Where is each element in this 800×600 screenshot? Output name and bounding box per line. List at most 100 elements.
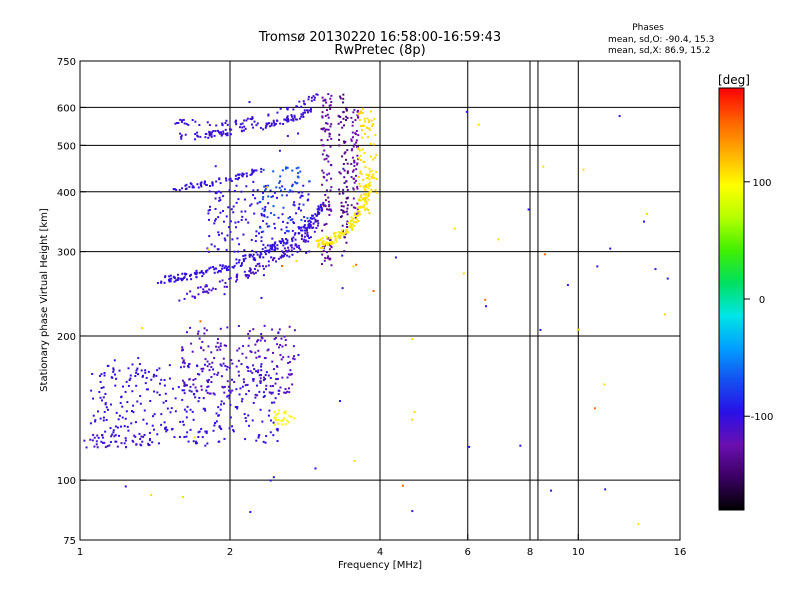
data-point: [195, 273, 198, 276]
data-point: [666, 277, 669, 280]
data-point: [91, 372, 94, 375]
data-point: [295, 259, 298, 262]
data-point: [304, 111, 307, 114]
data-point: [147, 442, 150, 445]
data-point: [367, 182, 370, 185]
data-point: [174, 397, 177, 400]
data-point: [290, 249, 293, 252]
data-point: [362, 205, 365, 208]
data-point: [224, 239, 227, 242]
data-point: [286, 419, 289, 422]
data-point: [361, 111, 364, 114]
data-point: [241, 352, 244, 355]
data-point: [192, 186, 195, 189]
data-point: [97, 410, 100, 413]
data-point: [93, 445, 96, 448]
data-point: [101, 441, 104, 444]
data-point: [326, 251, 329, 254]
data-point: [195, 269, 198, 272]
data-point: [212, 265, 215, 268]
data-point: [213, 245, 216, 248]
data-point: [115, 440, 118, 443]
data-point: [269, 244, 272, 247]
data-point: [247, 369, 250, 372]
data-point: [193, 271, 196, 274]
data-point: [247, 221, 250, 224]
data-point: [293, 114, 296, 117]
data-point: [149, 399, 152, 402]
data-point: [326, 113, 329, 116]
data-point: [286, 221, 289, 224]
data-point: [260, 236, 263, 239]
chart-title: Tromsø 20130220 16:58:00-16:59:43: [258, 30, 501, 45]
data-point: [328, 133, 331, 136]
data-point: [228, 178, 231, 181]
data-point: [205, 270, 208, 273]
data-point: [126, 401, 129, 404]
data-point: [211, 181, 214, 184]
data-point: [351, 170, 354, 173]
data-point: [180, 137, 183, 140]
data-point: [214, 130, 217, 133]
data-point: [102, 436, 105, 439]
data-point: [275, 413, 278, 416]
data-point: [369, 170, 372, 173]
data-point: [279, 240, 282, 243]
data-point: [259, 381, 262, 384]
data-point: [248, 337, 251, 340]
data-point: [246, 383, 249, 386]
data-point: [346, 196, 349, 199]
data-point: [374, 156, 377, 159]
data-point: [221, 279, 224, 282]
data-point: [352, 169, 355, 172]
data-point: [181, 348, 184, 351]
data-point: [270, 212, 273, 215]
data-point: [95, 443, 98, 446]
data-point: [369, 184, 372, 187]
data-point: [118, 414, 121, 417]
data-point: [125, 410, 128, 413]
data-point: [251, 271, 254, 274]
data-point: [247, 332, 250, 335]
data-point: [308, 250, 311, 253]
data-point: [271, 360, 274, 363]
data-point: [112, 370, 115, 373]
data-point: [203, 180, 206, 183]
data-point: [252, 180, 255, 183]
data-point: [232, 205, 235, 208]
data-point: [216, 271, 219, 274]
data-point: [362, 185, 365, 188]
data-point: [539, 328, 542, 331]
data-point: [236, 173, 239, 176]
phases-stat-x: mean, sd,X: 86.9, 15.2: [608, 46, 710, 56]
data-point: [357, 146, 360, 149]
data-point: [189, 290, 192, 293]
data-point: [182, 360, 185, 363]
data-point: [140, 435, 143, 438]
data-point: [163, 281, 166, 284]
data-point: [346, 162, 349, 165]
data-point: [340, 209, 343, 212]
data-point: [550, 489, 553, 492]
data-point: [240, 218, 243, 221]
data-point: [100, 387, 103, 390]
data-point: [320, 207, 323, 210]
data-point: [338, 115, 341, 118]
data-point: [370, 119, 373, 122]
data-point: [287, 387, 290, 390]
data-point: [346, 222, 349, 225]
data-point: [239, 264, 242, 267]
data-point: [359, 170, 362, 173]
data-point: [293, 204, 296, 207]
data-point: [306, 235, 309, 238]
data-point: [194, 138, 197, 141]
data-point: [129, 377, 132, 380]
data-point: [92, 433, 95, 436]
data-point: [274, 382, 277, 385]
data-point: [203, 332, 206, 335]
data-point: [326, 139, 329, 142]
data-point: [346, 207, 349, 210]
data-point: [125, 380, 128, 383]
data-point: [300, 238, 303, 241]
data-point: [250, 351, 253, 354]
